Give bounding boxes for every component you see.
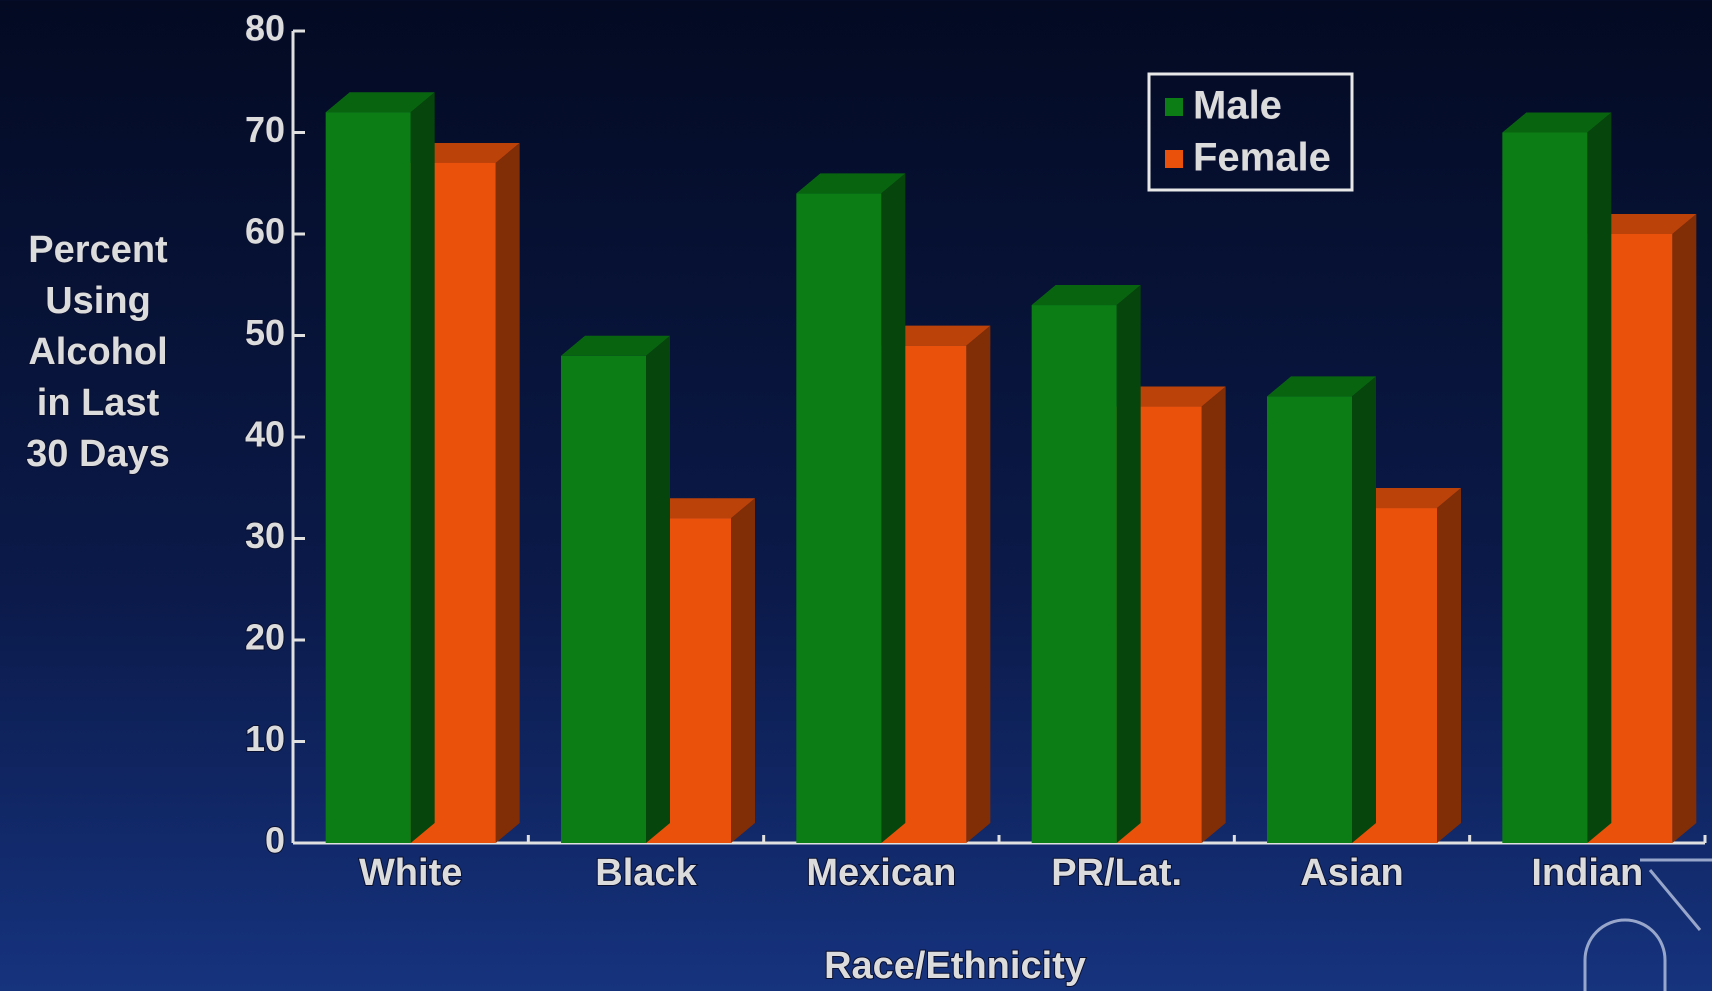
bar: [1031, 285, 1141, 843]
legend-swatch: [1165, 150, 1183, 168]
bar-side: [410, 92, 435, 843]
bar-top: [881, 325, 991, 346]
y-tick-label: 50: [245, 312, 285, 353]
bar-side: [646, 335, 670, 843]
bar-side: [1672, 214, 1697, 843]
y-axis-label: Using: [45, 280, 151, 322]
bar-side: [1437, 488, 1461, 843]
bar-front: [796, 193, 882, 843]
bar-top: [1031, 285, 1141, 306]
y-tick-label: 60: [245, 211, 285, 252]
bar-side: [1116, 285, 1141, 843]
bar-top: [646, 498, 755, 519]
bar-top: [1116, 386, 1226, 407]
legend-label: Male: [1193, 84, 1282, 128]
x-tick-label: Black: [595, 852, 697, 894]
x-tick-label: White: [359, 852, 462, 894]
bar-top: [561, 335, 670, 356]
bar-side: [1587, 112, 1612, 843]
bar-side: [495, 142, 520, 843]
bar-top: [1587, 214, 1697, 234]
legend-label: Female: [1193, 136, 1331, 180]
bar-front: [561, 355, 646, 843]
bar-top: [1502, 112, 1612, 133]
bar: [1267, 376, 1376, 843]
bar: [796, 173, 906, 843]
bar-top: [796, 173, 906, 194]
y-tick-label: 0: [265, 820, 285, 861]
x-tick-label: Asian: [1300, 852, 1403, 894]
y-tick-label: 70: [245, 109, 285, 150]
y-axis-label: in Last: [37, 382, 160, 424]
y-axis-label: Alcohol: [28, 331, 167, 373]
y-tick-label: 30: [245, 515, 285, 556]
bar-front: [1502, 132, 1588, 843]
bar: [561, 335, 670, 843]
x-tick-label: Mexican: [806, 852, 956, 894]
bar-side: [1201, 386, 1226, 843]
x-tick-label: Indian: [1531, 852, 1643, 894]
bar-front: [325, 112, 411, 843]
bar-front: [1267, 396, 1352, 843]
legend-box: [1147, 72, 1354, 192]
y-axis-label: Percent: [28, 229, 168, 271]
x-tick-label: PR/Lat.: [1051, 852, 1182, 894]
bar: [1502, 112, 1612, 843]
bar-side: [731, 498, 755, 843]
bar-top: [410, 142, 520, 163]
y-tick-label: 20: [245, 617, 285, 658]
y-axis-label: 30 Days: [26, 433, 170, 475]
y-tick-label: 80: [245, 8, 285, 49]
bar-side: [966, 325, 991, 843]
bar-front: [1031, 305, 1117, 843]
bar-top: [325, 92, 435, 113]
bar-side: [1352, 376, 1376, 843]
x-axis-label: Race/Ethnicity: [824, 945, 1086, 987]
bar: [325, 92, 435, 843]
bar-top: [1267, 376, 1376, 397]
legend-swatch: [1165, 98, 1183, 116]
y-tick-label: 40: [245, 414, 285, 455]
y-tick-label: 10: [245, 718, 285, 759]
bar-top: [1352, 488, 1461, 509]
bar-side: [881, 173, 906, 843]
logo: [1583, 858, 1712, 991]
